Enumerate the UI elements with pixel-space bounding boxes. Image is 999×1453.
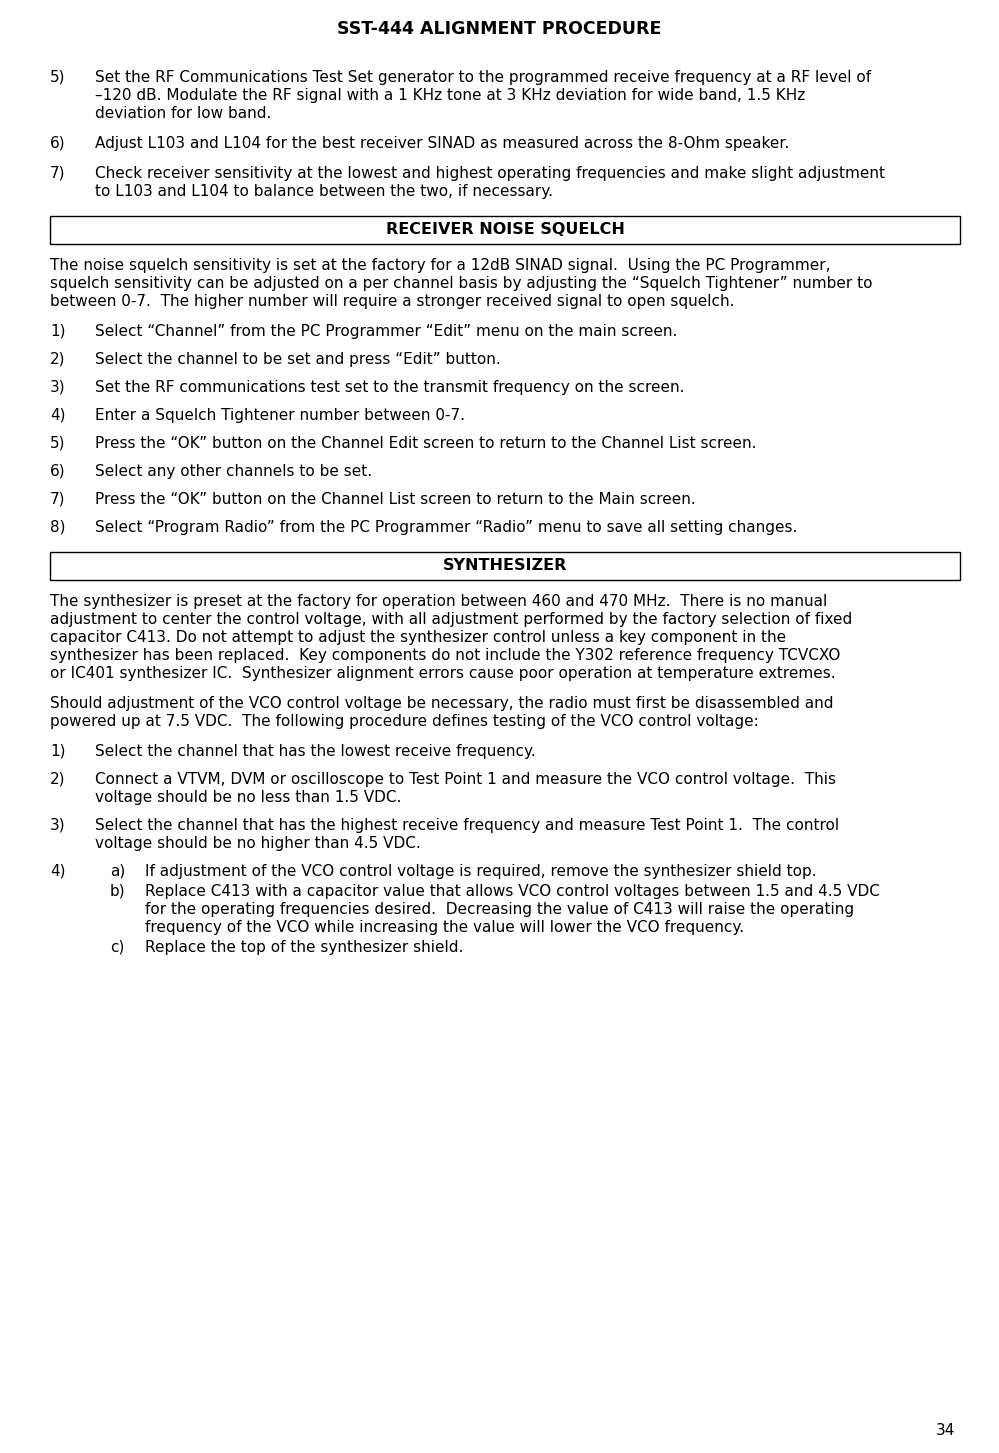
Text: to L103 and L104 to balance between the two, if necessary.: to L103 and L104 to balance between the … [95,185,553,199]
Text: 4): 4) [50,408,66,423]
Text: adjustment to center the control voltage, with all adjustment performed by the f: adjustment to center the control voltage… [50,612,852,628]
Text: or IC401 synthesizer IC.  Synthesizer alignment errors cause poor operation at t: or IC401 synthesizer IC. Synthesizer ali… [50,665,835,681]
Text: The noise squelch sensitivity is set at the factory for a 12dB SINAD signal.  Us: The noise squelch sensitivity is set at … [50,259,830,273]
Text: If adjustment of the VCO control voltage is required, remove the synthesizer shi: If adjustment of the VCO control voltage… [145,865,816,879]
Text: –120 dB. Modulate the RF signal with a 1 KHz tone at 3 KHz deviation for wide ba: –120 dB. Modulate the RF signal with a 1… [95,89,805,103]
Text: 3): 3) [50,818,66,833]
Text: Select the channel that has the highest receive frequency and measure Test Point: Select the channel that has the highest … [95,818,839,833]
Text: deviation for low band.: deviation for low band. [95,106,272,121]
Text: a): a) [110,865,125,879]
Text: 34: 34 [936,1422,955,1438]
Text: 1): 1) [50,744,66,758]
Text: between 0-7.  The higher number will require a stronger received signal to open : between 0-7. The higher number will requ… [50,294,734,309]
Text: 7): 7) [50,493,66,507]
Text: 6): 6) [50,464,66,479]
Text: Replace the top of the synthesizer shield.: Replace the top of the synthesizer shiel… [145,940,464,955]
Text: Replace C413 with a capacitor value that allows VCO control voltages between 1.5: Replace C413 with a capacitor value that… [145,883,880,899]
Text: Press the “OK” button on the Channel Edit screen to return to the Channel List s: Press the “OK” button on the Channel Edi… [95,436,756,450]
Text: b): b) [110,883,126,899]
Text: squelch sensitivity can be adjusted on a per channel basis by adjusting the “Squ: squelch sensitivity can be adjusted on a… [50,276,872,291]
Text: frequency of the VCO while increasing the value will lower the VCO frequency.: frequency of the VCO while increasing th… [145,920,744,934]
Text: 8): 8) [50,520,66,535]
Text: Set the RF Communications Test Set generator to the programmed receive frequency: Set the RF Communications Test Set gener… [95,70,871,84]
Text: Adjust L103 and L104 for the best receiver SINAD as measured across the 8-Ohm sp: Adjust L103 and L104 for the best receiv… [95,137,789,151]
Text: SYNTHESIZER: SYNTHESIZER [443,558,567,574]
Text: Set the RF communications test set to the transmit frequency on the screen.: Set the RF communications test set to th… [95,381,684,395]
Text: Select the channel to be set and press “Edit” button.: Select the channel to be set and press “… [95,352,500,368]
Text: 2): 2) [50,772,66,788]
Text: 6): 6) [50,137,66,151]
Text: capacitor C413. Do not attempt to adjust the synthesizer control unless a key co: capacitor C413. Do not attempt to adjust… [50,631,786,645]
Text: 3): 3) [50,381,66,395]
Text: Select “Program Radio” from the PC Programmer “Radio” menu to save all setting c: Select “Program Radio” from the PC Progr… [95,520,797,535]
Bar [50,552,960,580]
Text: Press the “OK” button on the Channel List screen to return to the Main screen.: Press the “OK” button on the Channel Lis… [95,493,695,507]
Text: 1): 1) [50,324,66,339]
Text: RECEIVER NOISE SQUELCH: RECEIVER NOISE SQUELCH [386,222,624,237]
Bar [50,216,960,244]
Text: synthesizer has been replaced.  Key components do not include the Y302 reference: synthesizer has been replaced. Key compo… [50,648,840,663]
Text: c): c) [110,940,124,955]
Text: SST-444 ALIGNMENT PROCEDURE: SST-444 ALIGNMENT PROCEDURE [338,20,661,38]
Text: voltage should be no higher than 4.5 VDC.: voltage should be no higher than 4.5 VDC… [95,835,421,851]
Text: for the operating frequencies desired.  Decreasing the value of C413 will raise : for the operating frequencies desired. D… [145,902,854,917]
Text: Connect a VTVM, DVM or oscilloscope to Test Point 1 and measure the VCO control : Connect a VTVM, DVM or oscilloscope to T… [95,772,836,788]
Text: 2): 2) [50,352,66,368]
Text: 4): 4) [50,865,66,879]
Text: Select the channel that has the lowest receive frequency.: Select the channel that has the lowest r… [95,744,535,758]
Text: powered up at 7.5 VDC.  The following procedure defines testing of the VCO contr: powered up at 7.5 VDC. The following pro… [50,713,759,729]
Text: Should adjustment of the VCO control voltage be necessary, the radio must first : Should adjustment of the VCO control vol… [50,696,833,711]
Text: Enter a Squelch Tightener number between 0-7.: Enter a Squelch Tightener number between… [95,408,465,423]
Text: Check receiver sensitivity at the lowest and highest operating frequencies and m: Check receiver sensitivity at the lowest… [95,166,885,182]
Text: 5): 5) [50,70,66,84]
Text: Select any other channels to be set.: Select any other channels to be set. [95,464,372,479]
Text: The synthesizer is preset at the factory for operation between 460 and 470 MHz. : The synthesizer is preset at the factory… [50,594,827,609]
Text: voltage should be no less than 1.5 VDC.: voltage should be no less than 1.5 VDC. [95,790,402,805]
Text: 5): 5) [50,436,66,450]
Text: 7): 7) [50,166,66,182]
Text: Select “Channel” from the PC Programmer “Edit” menu on the main screen.: Select “Channel” from the PC Programmer … [95,324,677,339]
